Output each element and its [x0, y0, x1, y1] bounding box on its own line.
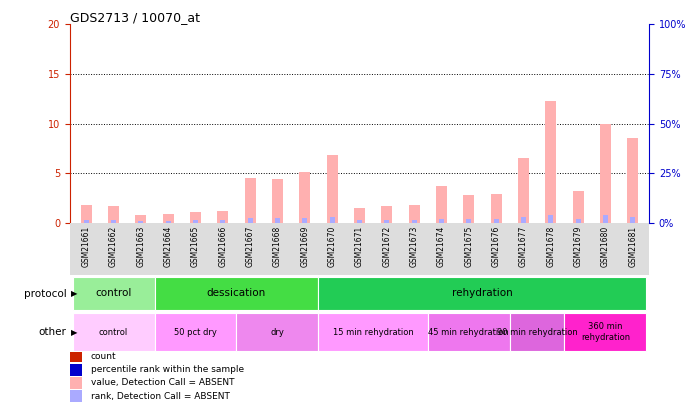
- Text: control: control: [96, 288, 132, 298]
- Bar: [545, 101, 556, 223]
- Bar: [357, 220, 362, 223]
- Bar: [163, 214, 174, 223]
- Bar: [193, 220, 198, 223]
- Text: GSM21668: GSM21668: [273, 225, 282, 266]
- Text: rehydration: rehydration: [452, 288, 513, 298]
- Bar: [84, 220, 89, 223]
- Bar: [628, 139, 638, 223]
- Bar: [463, 195, 474, 223]
- Bar: [275, 218, 280, 223]
- Bar: [354, 208, 365, 223]
- Text: 45 min rehydration: 45 min rehydration: [429, 328, 509, 337]
- Text: GSM21661: GSM21661: [82, 225, 91, 266]
- Bar: [412, 220, 417, 223]
- Text: protocol: protocol: [24, 289, 66, 298]
- Bar: [70, 351, 82, 362]
- Text: ▶: ▶: [71, 328, 77, 337]
- Bar: [108, 206, 119, 223]
- Text: 15 min rehydration: 15 min rehydration: [333, 328, 413, 337]
- Text: GSM21679: GSM21679: [574, 225, 583, 267]
- Text: GSM21667: GSM21667: [246, 225, 255, 267]
- Bar: [493, 219, 498, 223]
- Text: 50 pct dry: 50 pct dry: [174, 328, 217, 337]
- Text: GSM21663: GSM21663: [136, 225, 145, 267]
- Bar: [385, 220, 389, 223]
- Bar: [138, 221, 143, 223]
- Text: GSM21674: GSM21674: [437, 225, 446, 267]
- Bar: [111, 220, 116, 223]
- Bar: [135, 215, 147, 223]
- Bar: [221, 220, 225, 223]
- Text: GSM21671: GSM21671: [355, 225, 364, 266]
- Text: count: count: [91, 352, 117, 361]
- Bar: [565, 313, 646, 351]
- Text: 90 min rehydration: 90 min rehydration: [497, 328, 577, 337]
- Text: GSM21677: GSM21677: [519, 225, 528, 267]
- Text: GSM21673: GSM21673: [410, 225, 419, 267]
- Bar: [576, 219, 581, 223]
- Bar: [190, 212, 201, 223]
- Text: dry: dry: [271, 328, 284, 337]
- Text: 360 min
rehydration: 360 min rehydration: [581, 322, 630, 342]
- Text: GSM21662: GSM21662: [109, 225, 118, 266]
- Text: GSM21680: GSM21680: [601, 225, 610, 266]
- Bar: [329, 217, 334, 223]
- Text: dessication: dessication: [207, 288, 266, 298]
- Text: GSM21672: GSM21672: [383, 225, 392, 266]
- Bar: [510, 313, 565, 351]
- Bar: [572, 191, 584, 223]
- Bar: [439, 219, 444, 223]
- Bar: [70, 377, 82, 389]
- Bar: [81, 205, 91, 223]
- Text: GSM21678: GSM21678: [547, 225, 556, 266]
- Bar: [491, 194, 502, 223]
- Text: rank, Detection Call = ABSENT: rank, Detection Call = ABSENT: [91, 392, 230, 401]
- Text: GSM21666: GSM21666: [218, 225, 228, 267]
- Bar: [272, 179, 283, 223]
- Bar: [603, 215, 608, 223]
- Text: GSM21669: GSM21669: [300, 225, 309, 267]
- Bar: [327, 155, 338, 223]
- Bar: [549, 215, 554, 223]
- Bar: [237, 313, 318, 351]
- Bar: [302, 218, 307, 223]
- Bar: [299, 172, 311, 223]
- Bar: [73, 277, 154, 310]
- Bar: [318, 277, 646, 310]
- Bar: [428, 313, 510, 351]
- Bar: [217, 211, 228, 223]
- Text: value, Detection Call = ABSENT: value, Detection Call = ABSENT: [91, 378, 235, 388]
- Bar: [518, 158, 529, 223]
- Bar: [70, 364, 82, 375]
- Bar: [466, 219, 471, 223]
- Text: GSM21664: GSM21664: [163, 225, 172, 267]
- Text: percentile rank within the sample: percentile rank within the sample: [91, 365, 244, 374]
- Text: control: control: [99, 328, 128, 337]
- Bar: [245, 178, 255, 223]
- Bar: [154, 277, 318, 310]
- Bar: [521, 217, 526, 223]
- Text: GSM21665: GSM21665: [191, 225, 200, 267]
- Text: GSM21675: GSM21675: [464, 225, 473, 267]
- Bar: [154, 313, 237, 351]
- Text: GSM21670: GSM21670: [327, 225, 336, 267]
- Bar: [70, 390, 82, 402]
- Bar: [248, 218, 253, 223]
- Bar: [381, 206, 392, 223]
- Bar: [436, 186, 447, 223]
- Text: GSM21676: GSM21676: [491, 225, 500, 267]
- Text: GSM21681: GSM21681: [628, 225, 637, 266]
- Text: ▶: ▶: [71, 289, 77, 298]
- Bar: [165, 221, 170, 223]
- Bar: [408, 205, 419, 223]
- Bar: [600, 124, 611, 223]
- Text: GDS2713 / 10070_at: GDS2713 / 10070_at: [70, 11, 200, 24]
- Bar: [630, 217, 635, 223]
- Bar: [73, 313, 154, 351]
- Bar: [318, 313, 428, 351]
- Text: other: other: [38, 327, 66, 337]
